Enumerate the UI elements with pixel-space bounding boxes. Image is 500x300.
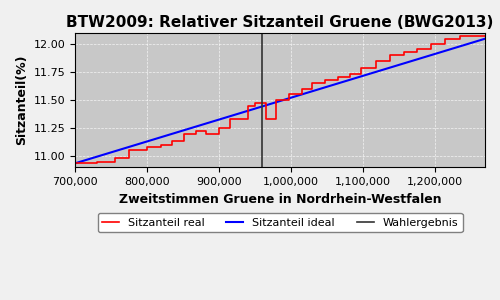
Sitzanteil real — [482, 34, 488, 38]
Sitzanteil real — [358, 72, 364, 76]
Sitzanteil real — [72, 161, 78, 165]
Sitzanteil real — [457, 34, 463, 38]
Title: BTW2009: Relativer Sitzanteil Gruene (BWG2013): BTW2009: Relativer Sitzanteil Gruene (BW… — [66, 15, 494, 30]
Y-axis label: Sitzanteil(%): Sitzanteil(%) — [15, 55, 28, 145]
Legend: Sitzanteil real, Sitzanteil ideal, Wahlergebnis: Sitzanteil real, Sitzanteil ideal, Wahle… — [98, 213, 462, 232]
Line: Sitzanteil real: Sitzanteil real — [75, 36, 485, 163]
Sitzanteil real — [203, 130, 209, 133]
X-axis label: Zweitstimmen Gruene in Nordrhein-Westfalen: Zweitstimmen Gruene in Nordrhein-Westfal… — [118, 193, 442, 206]
Sitzanteil real — [274, 117, 280, 121]
Sitzanteil real — [286, 98, 292, 102]
Sitzanteil real — [482, 34, 488, 38]
Sitzanteil real — [216, 132, 222, 135]
